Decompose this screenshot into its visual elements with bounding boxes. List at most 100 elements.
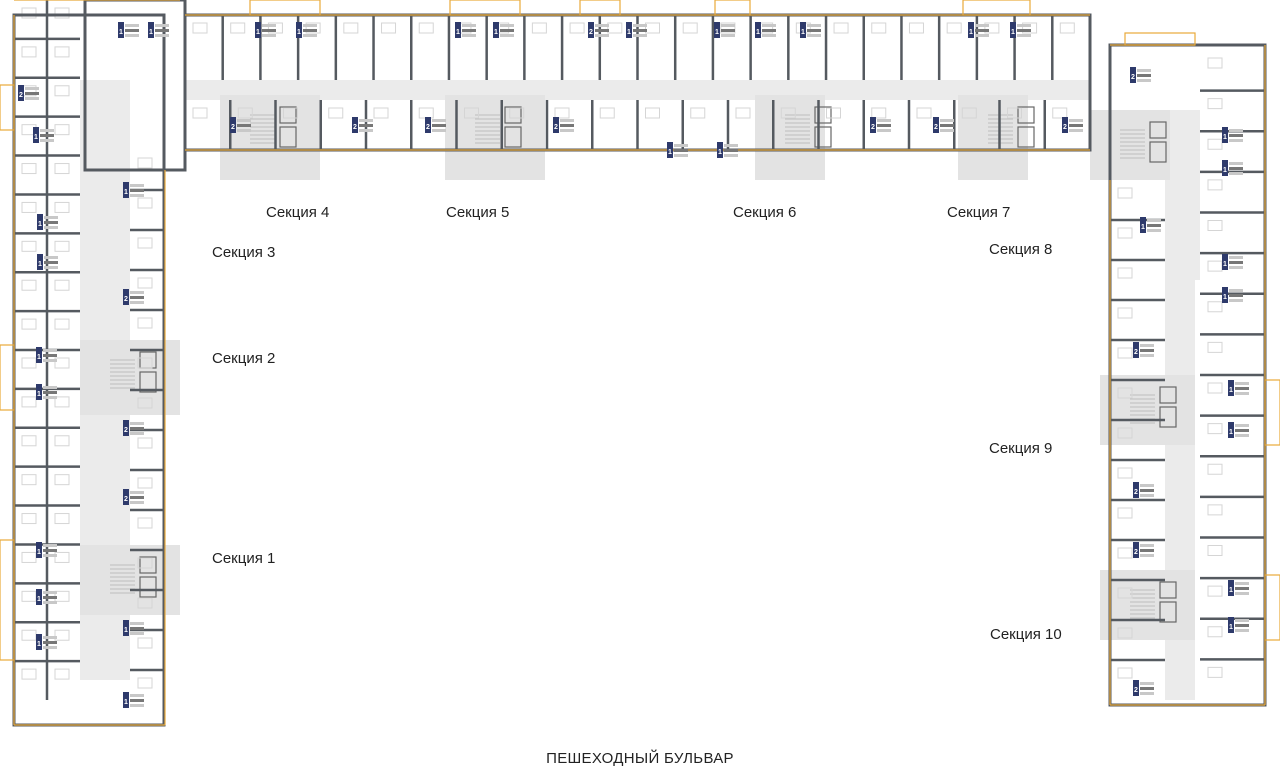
apartment-badge[interactable]: 1	[1222, 127, 1244, 143]
apartment-badge[interactable]: 2	[933, 117, 955, 133]
furniture	[137, 197, 153, 209]
area-line	[1017, 34, 1031, 37]
apartment-badge[interactable]: 1	[1222, 160, 1244, 176]
furniture	[137, 237, 153, 249]
furniture	[1117, 227, 1133, 239]
area-line	[1140, 682, 1154, 685]
section-label-5: Секция 5	[446, 204, 510, 221]
apartment-badge[interactable]: 2	[123, 289, 145, 305]
area-line	[43, 596, 57, 599]
apartment-badge[interactable]: 2	[352, 117, 374, 133]
apartment-badge[interactable]: 1	[1222, 287, 1244, 303]
area-line	[25, 87, 39, 90]
furniture	[192, 22, 208, 34]
apartment-badge[interactable]: 1	[36, 542, 58, 558]
room-count: 1	[36, 384, 42, 400]
room-count: 1	[1222, 287, 1228, 303]
apartment-badge[interactable]: 2	[123, 420, 145, 436]
furniture	[961, 107, 977, 119]
furniture	[137, 317, 153, 329]
apartment-badge[interactable]: 1	[36, 634, 58, 650]
apartment-badge[interactable]: 2	[18, 85, 40, 101]
area-line	[43, 391, 57, 394]
apartment-badge[interactable]: 1	[1222, 254, 1244, 270]
apartment-badge[interactable]: 2	[1133, 542, 1155, 558]
apartment-badge[interactable]: 1	[667, 142, 689, 158]
apartment-badge[interactable]: 1	[36, 384, 58, 400]
apartment-badge[interactable]: 1	[1228, 617, 1250, 633]
furniture	[682, 22, 698, 34]
furniture	[21, 629, 37, 641]
apartment-badge[interactable]: 2	[588, 22, 610, 38]
area-line	[877, 129, 891, 132]
apartment-badge[interactable]: 1	[123, 620, 145, 636]
apartment-badge[interactable]: 1	[493, 22, 515, 38]
elevator-shaft	[139, 556, 157, 574]
furniture	[1207, 138, 1223, 150]
area-line	[130, 291, 144, 294]
apartment-badge[interactable]: 2	[230, 117, 252, 133]
apartment-badge[interactable]: 2	[1133, 680, 1155, 696]
apartment-badge[interactable]: 1	[33, 127, 55, 143]
apartment-badge[interactable]: 1	[626, 22, 648, 38]
furniture	[1117, 187, 1133, 199]
apartment-badge[interactable]: 1	[714, 22, 736, 38]
apartment-badge[interactable]: 1	[118, 22, 140, 38]
area-line	[1069, 119, 1083, 122]
apartment-badge[interactable]: 1	[123, 182, 145, 198]
apartment-badge[interactable]: 1	[37, 254, 59, 270]
area-line	[807, 24, 821, 27]
apartment-badge[interactable]: 1	[255, 22, 277, 38]
apartment-badge[interactable]: 2	[870, 117, 892, 133]
furniture	[1117, 387, 1133, 399]
apartment-badge[interactable]: 1	[1228, 380, 1250, 396]
apartment-badge[interactable]: 1	[717, 142, 739, 158]
apartment-badge[interactable]: 1	[296, 22, 318, 38]
room-count: 1	[123, 692, 129, 708]
room-count: 1	[148, 22, 154, 38]
furniture	[137, 597, 153, 609]
room-count: 1	[1010, 22, 1016, 38]
elevator-shaft	[1017, 126, 1035, 148]
balcony	[449, 0, 521, 16]
area-line	[1235, 392, 1249, 395]
apartment-badge[interactable]: 2	[1130, 67, 1152, 83]
apartment-badge[interactable]: 1	[755, 22, 777, 38]
outer-wall	[83, 0, 187, 172]
area-line	[975, 24, 989, 27]
furniture	[21, 551, 37, 563]
apartment-badge[interactable]: 1	[148, 22, 170, 38]
furniture	[21, 318, 37, 330]
apartment-badge[interactable]: 2	[1133, 482, 1155, 498]
furniture	[1022, 22, 1038, 34]
apartment-badge[interactable]: 1	[1140, 217, 1162, 233]
apartment-badge[interactable]: 1	[36, 589, 58, 605]
room-count: 1	[255, 22, 261, 38]
apartment-badge[interactable]: 1	[968, 22, 990, 38]
apartment-badge[interactable]: 2	[553, 117, 575, 133]
apartment-badge[interactable]: 1	[455, 22, 477, 38]
apartment-badge[interactable]: 1	[1010, 22, 1032, 38]
area-line	[1147, 229, 1161, 232]
apartment-badge[interactable]: 1	[1228, 422, 1250, 438]
apartment-badge[interactable]: 2	[1133, 342, 1155, 358]
apartment-badge[interactable]: 1	[800, 22, 822, 38]
apartment-badge[interactable]: 1	[37, 214, 59, 230]
room-count: 2	[1133, 542, 1139, 558]
area-line	[25, 92, 39, 95]
apartment-badge[interactable]: 1	[36, 347, 58, 363]
area-line	[633, 24, 647, 27]
apartment-badge[interactable]: 2	[1062, 117, 1084, 133]
elevator-shaft	[814, 126, 832, 148]
apartment-badge[interactable]: 1	[1228, 580, 1250, 596]
area-line	[500, 24, 514, 27]
apartment-badge[interactable]: 2	[123, 489, 145, 505]
area-line	[43, 349, 57, 352]
area-line	[44, 226, 58, 229]
apartment-badge[interactable]: 2	[425, 117, 447, 133]
area-line	[1140, 484, 1154, 487]
furniture	[21, 668, 37, 680]
apartment-badge[interactable]: 1	[123, 692, 145, 708]
area-line	[762, 34, 776, 37]
area-line	[724, 154, 738, 157]
